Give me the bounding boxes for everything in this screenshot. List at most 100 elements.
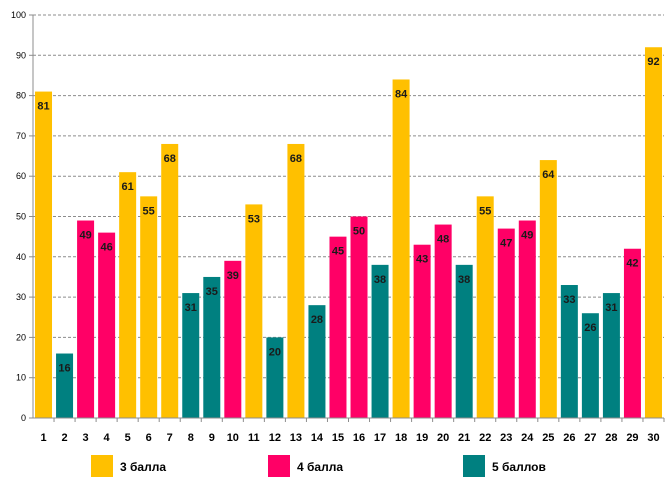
x-tick-label: 30 — [647, 432, 659, 444]
data-label: 49 — [79, 230, 91, 242]
x-tick-label: 17 — [374, 432, 386, 444]
data-label: 47 — [500, 238, 512, 250]
bar — [392, 79, 410, 418]
bar — [119, 172, 137, 418]
bar — [224, 260, 242, 418]
x-tick-label: 24 — [521, 432, 534, 444]
legend-label: 3 балла — [120, 460, 166, 474]
x-tick-label: 19 — [416, 432, 428, 444]
data-label: 35 — [206, 286, 218, 298]
bar — [434, 224, 452, 418]
x-tick-label: 3 — [83, 432, 89, 444]
bar — [77, 220, 95, 418]
data-label: 38 — [374, 274, 386, 286]
bar — [518, 220, 536, 418]
x-tick-label: 14 — [311, 432, 324, 444]
data-label: 49 — [521, 230, 533, 242]
legend-swatch — [268, 455, 290, 477]
x-tick-label: 27 — [584, 432, 596, 444]
data-label: 53 — [248, 213, 260, 225]
y-tick-label: 70 — [16, 131, 26, 141]
data-label: 81 — [37, 101, 49, 113]
bar — [476, 196, 494, 418]
bar — [644, 47, 662, 419]
data-label: 68 — [290, 153, 302, 165]
x-tick-label: 2 — [61, 432, 67, 444]
x-tick-label: 10 — [227, 432, 239, 444]
x-tick-label: 18 — [395, 432, 407, 444]
bar — [140, 196, 158, 418]
data-label: 68 — [164, 153, 176, 165]
bar — [287, 143, 305, 418]
bar — [98, 232, 116, 418]
bars — [35, 47, 662, 419]
x-tick-label: 28 — [605, 432, 617, 444]
data-label: 55 — [143, 205, 155, 217]
data-label: 48 — [437, 234, 449, 246]
y-tick-label: 90 — [16, 50, 26, 60]
bar — [539, 160, 557, 418]
bar — [182, 293, 200, 418]
bar — [308, 305, 326, 418]
legend-label: 4 балла — [297, 460, 343, 474]
legend: 3 балла 4 балла 5 баллов — [91, 455, 546, 477]
bar — [329, 236, 347, 418]
data-label: 43 — [416, 254, 428, 266]
legend-label: 5 баллов — [492, 460, 546, 474]
bar — [560, 285, 578, 418]
x-tick-label: 21 — [458, 432, 470, 444]
y-tick-label: 100 — [11, 10, 26, 20]
data-labels: 81 16 49 46 61 55 68 31 35 39 53 20 68 28 45 50 38 84 43 48… — [37, 56, 659, 374]
bar — [266, 337, 284, 418]
bar — [497, 228, 515, 418]
x-tick-label: 8 — [188, 432, 194, 444]
x-tick-label: 22 — [479, 432, 491, 444]
y-tick-label: 20 — [16, 332, 26, 342]
data-label: 61 — [122, 181, 134, 193]
data-label: 39 — [227, 270, 239, 282]
x-tick-label: 23 — [500, 432, 512, 444]
bar — [623, 248, 641, 418]
data-label: 42 — [626, 258, 638, 270]
data-label: 92 — [647, 56, 659, 68]
x-tick-label: 13 — [290, 432, 302, 444]
x-tick-label: 11 — [248, 432, 260, 444]
data-label: 50 — [353, 226, 365, 238]
data-label: 38 — [458, 274, 470, 286]
data-label: 45 — [332, 246, 344, 258]
legend-swatch — [463, 455, 485, 477]
y-tick-label: 40 — [16, 252, 26, 262]
x-tick-label: 6 — [146, 432, 152, 444]
data-label: 16 — [58, 363, 70, 375]
x-tick-label: 29 — [626, 432, 638, 444]
bar — [350, 216, 368, 418]
y-tick-label: 10 — [16, 373, 26, 383]
x-tick-label: 9 — [209, 432, 215, 444]
y-tick-label: 50 — [16, 212, 26, 222]
x-tick-label: 16 — [353, 432, 365, 444]
bar — [581, 313, 599, 418]
data-label: 84 — [395, 88, 408, 100]
data-label: 20 — [269, 346, 281, 358]
bar — [35, 91, 53, 418]
x-tick-label: 12 — [269, 432, 281, 444]
y-tick-label: 80 — [16, 91, 26, 101]
bar — [602, 293, 620, 418]
legend-swatch — [91, 455, 113, 477]
bar — [455, 264, 473, 418]
y-tick-label: 30 — [16, 292, 26, 302]
data-label: 28 — [311, 314, 323, 326]
x-tick-label: 15 — [332, 432, 344, 444]
y-tick-label: 60 — [16, 171, 26, 181]
bar — [371, 264, 389, 418]
bar — [413, 244, 431, 418]
y-tick-label: 0 — [21, 413, 26, 423]
x-tick-label: 4 — [104, 432, 111, 444]
x-tick-label: 20 — [437, 432, 449, 444]
bar — [203, 276, 221, 418]
x-tick-label: 26 — [563, 432, 575, 444]
x-tick-label: 5 — [125, 432, 131, 444]
